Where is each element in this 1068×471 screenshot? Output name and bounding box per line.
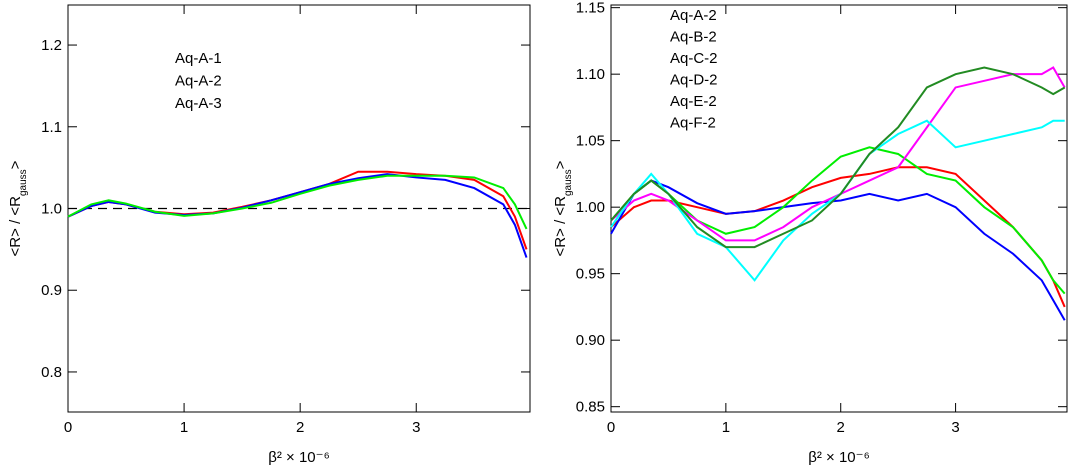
series-line [67,173,528,258]
legend-label: Aq-F-2 [670,115,716,132]
legend-label: Aq-C-2 [670,50,718,67]
y-tick-label: 0.85 [576,399,605,416]
y-tick-label: 0.9 [41,282,62,299]
series-line [67,174,528,230]
y-tick-label: 0.8 [41,364,62,381]
y-axis-label-main: <R> / <R [7,196,24,257]
x-axis-label: β² × 10⁻⁶ [268,449,330,466]
y-tick-label: 1.0 [41,201,62,218]
legend-label: Aq-A-2 [175,73,222,90]
series-line [610,166,1066,308]
x-tick-label: 3 [412,419,420,436]
y-axis-label: <R> / <Rgauss> [552,160,574,256]
series-line [610,179,1066,321]
y-axis-label-end: > [552,160,569,169]
y-axis-label-sub: gauss [18,169,29,196]
y-tick-label: 1.15 [576,0,605,17]
x-tick-label: 0 [607,419,615,436]
y-tick-label: 1.1 [41,119,62,136]
x-tick-label: 2 [296,419,304,436]
x-tick-label: 1 [722,419,730,436]
legend-label: Aq-A-2 [670,7,717,24]
y-axis-label: <R> / <Rgauss> [7,160,29,256]
legend-label: Aq-A-1 [175,50,222,67]
y-tick-label: 1.2 [41,37,62,54]
y-tick-label: 1.10 [576,66,605,83]
series-line [610,146,1066,295]
y-axis-label-main: <R> / <R [552,196,569,257]
y-tick-label: 1.05 [576,133,605,150]
plot-frame [610,4,1068,413]
legend-label: Aq-A-3 [175,95,222,112]
x-axis-label: β² × 10⁻⁶ [808,449,870,466]
series-line [610,66,1066,249]
x-tick-label: 3 [951,419,959,436]
x-tick-label: 1 [180,419,188,436]
y-tick-label: 0.90 [576,332,605,349]
y-axis-label-end: > [7,160,24,169]
y-tick-label: 0.95 [576,266,605,283]
legend-label: Aq-B-2 [670,29,717,46]
legend-label: Aq-E-2 [670,93,717,110]
x-tick-label: 2 [837,419,845,436]
y-axis-label-sub: gauss [563,169,574,196]
x-tick-label: 0 [64,419,72,436]
y-tick-label: 1.00 [576,199,605,216]
legend-label: Aq-D-2 [670,72,718,89]
